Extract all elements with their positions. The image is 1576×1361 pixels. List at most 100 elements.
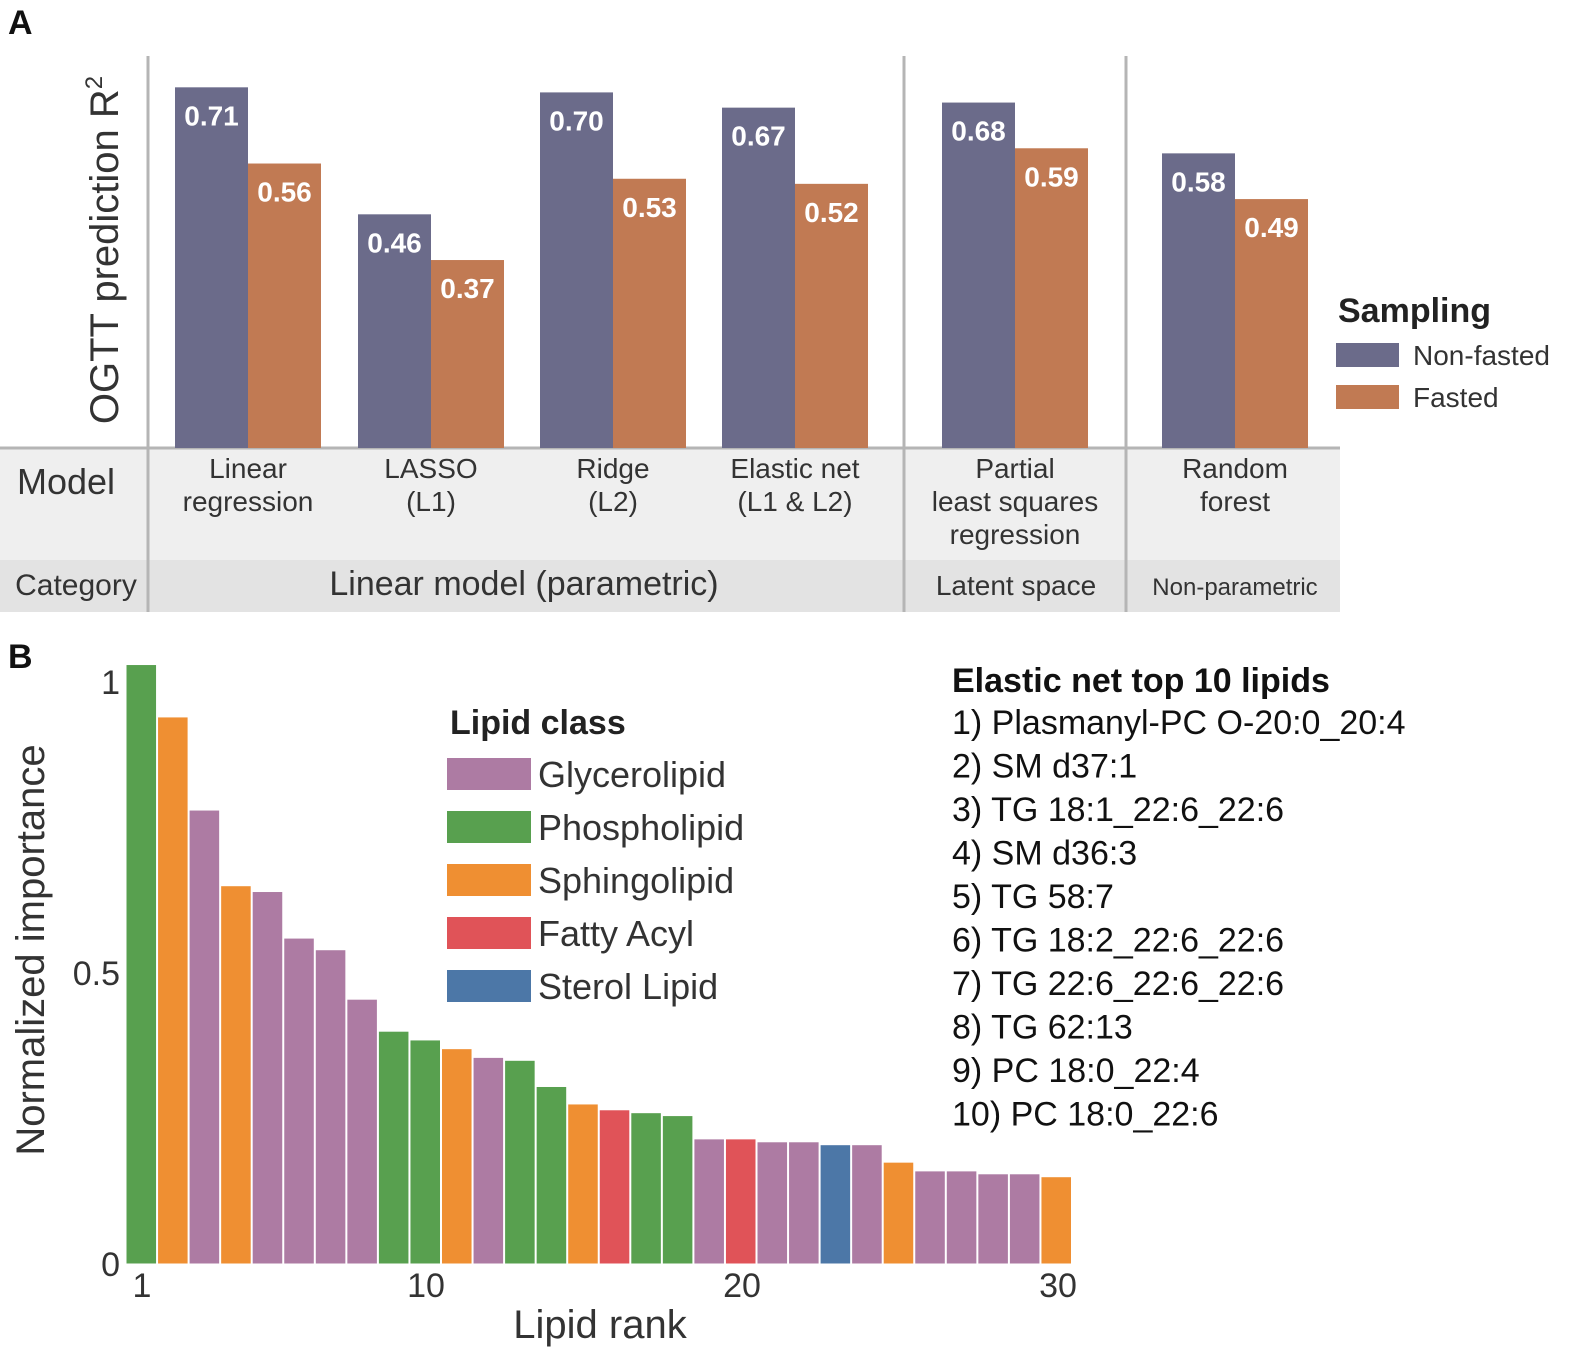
lipid-bar-20 [724,1138,757,1265]
bar-value-label: 0.68 [951,116,1006,147]
lipid-bar-19 [693,1138,725,1265]
bar-value-label: 0.49 [1244,212,1299,243]
lipid-bar-2 [157,716,189,1265]
model-name-line: regression [183,486,314,517]
legend-swatch-sterol-lipid [447,970,531,1002]
legend-swatch-phospholipid [447,811,531,843]
bar-non-fasted-5 [942,102,1015,448]
category-name: Latent space [936,570,1096,601]
lipid-bar-22 [788,1141,820,1265]
lipid-bar-1 [125,664,158,1265]
top-lipid-item-9: 9) PC 18:0_22:4 [952,1052,1200,1090]
bar-non-fasted-6 [1162,153,1235,449]
model-name-line: forest [1200,486,1270,517]
legend-swatch-fasted [1336,385,1399,409]
lipid-bar-4 [220,885,252,1265]
panel-label-a: A [8,4,33,42]
model-name-line: regression [950,519,1081,550]
bars-b [125,664,1072,1265]
model-row-background [0,448,1340,560]
x-tick-label: 20 [723,1267,761,1305]
lipid-bar-29 [1008,1173,1041,1265]
lipid-bar-17 [630,1112,662,1265]
bar-fasted-4 [795,183,868,448]
y-tick-label: 1 [101,664,120,702]
bar-fasted-1 [248,163,321,448]
lipid-bar-25 [882,1161,915,1265]
category-name: Non-parametric [1152,574,1317,601]
bars-a: 0.71 0.46 0.70 0.67 0.68 0.58 0.56 0.37 0.53 0.52… [175,87,1308,449]
lipid-bar-13 [504,1059,536,1265]
lipid-bar-24 [851,1144,883,1265]
bar-fasted-3 [613,178,686,448]
lipid-bar-11 [441,1048,473,1265]
lipid-bar-9 [377,1030,410,1265]
legend-swatch-glycerolipid [447,758,531,790]
lipid-bar-12 [472,1056,505,1265]
bar-value-label: 0.71 [184,100,239,131]
row-header-category: Category [15,569,137,602]
top-lipid-item-6: 6) TG 18:2_22:6_22:6 [952,922,1284,960]
bar-non-fasted-4 [722,107,795,448]
lipid-bar-6 [283,937,315,1265]
panel-a: A 0.710.460.70 0.67 0.680.580.560.370.53 0.… [0,4,1550,612]
legend-label-glycerolipid: Glycerolipid [538,754,726,795]
y-tick-label: 0.5 [73,955,120,993]
top-lipid-item-4: 4) SM d36:3 [952,835,1137,873]
legend-sampling: Sampling Non-fasted Fasted [1336,292,1550,413]
x-tick-label: 10 [407,1267,445,1305]
lipid-bar-30 [1040,1176,1072,1265]
y-axis-label-text: OGTT prediction R [83,89,127,424]
bar-non-fasted-2 [358,214,431,448]
top-lipids-title: Elastic net top 10 lipids [952,662,1330,700]
lipid-bar-26 [914,1170,946,1265]
model-name-line: (L1 & L2) [737,486,852,517]
model-name-line: Linear [209,453,287,484]
legend-label-sterol-lipid: Sterol Lipid [538,966,718,1007]
lipid-bar-14 [535,1085,568,1265]
model-name-line: (L1) [406,486,456,517]
bar-value-label: 0.56 [257,177,312,208]
lipid-bar-3 [188,809,221,1265]
bar-fasted-6 [1235,199,1308,448]
legend-label-non-fasted: Non-fasted [1413,340,1550,371]
legend-label-fatty-acyl: Fatty Acyl [538,913,694,954]
lipid-bar-16 [598,1109,631,1265]
lipid-bar-5 [251,891,284,1265]
row-header-model: Model [17,461,115,502]
lipid-bar-23 [819,1144,852,1265]
model-name-line: Partial [975,453,1054,484]
bar-non-fasted-3 [540,92,613,449]
legend-label-phospholipid: Phospholipid [538,807,744,848]
legend-sampling-title: Sampling [1338,292,1491,330]
panel-b: B 1 10 20 30 0 0.5 1 Normalized importance Lip… [8,638,1406,1347]
legend-label-fasted: Fasted [1413,382,1499,413]
legend-swatch-non-fasted [1336,343,1399,367]
top-lipid-item-1: 1) Plasmanyl-PC O-20:0_20:4 [952,704,1406,742]
x-tick-label: 30 [1039,1267,1077,1305]
model-name-line: Elastic net [730,453,859,484]
category-names: Linear model (parametric) Latent space Non… [329,565,1317,603]
lipid-bar-7 [314,949,347,1265]
lipid-bar-8 [346,998,378,1265]
model-names: LinearregressionLASSO(L1)Ridge(L2)Elasti… [183,453,1288,550]
top-lipid-item-8: 8) TG 62:13 [952,1009,1133,1047]
bar-non-fasted-1 [175,87,248,448]
y-axis-label-superscript: 2 [81,76,108,89]
top-lipids-list: Elastic net top 10 lipids 1) Plasmanyl-P… [952,662,1406,1134]
legend-label-sphingolipid: Sphingolipid [538,860,734,901]
bar-value-label: 0.67 [731,121,786,152]
bar-value-label: 0.59 [1024,161,1079,192]
legend-swatch-sphingolipid [447,864,531,896]
top-lipid-item-7: 7) TG 22:6_22:6_22:6 [952,965,1284,1003]
model-name-line: least squares [932,486,1099,517]
top-lipid-item-3: 3) TG 18:1_22:6_22:6 [952,791,1284,829]
bar-fasted-2 [431,260,504,448]
model-name-line: LASSO [384,453,477,484]
ticks-b: 1 10 20 30 0 0.5 1 [73,664,1077,1305]
lipid-bar-18 [661,1115,694,1265]
model-name-line: Ridge [576,453,649,484]
bar-fasted-5 [1015,148,1088,448]
bar-value-label: 0.58 [1171,166,1226,197]
